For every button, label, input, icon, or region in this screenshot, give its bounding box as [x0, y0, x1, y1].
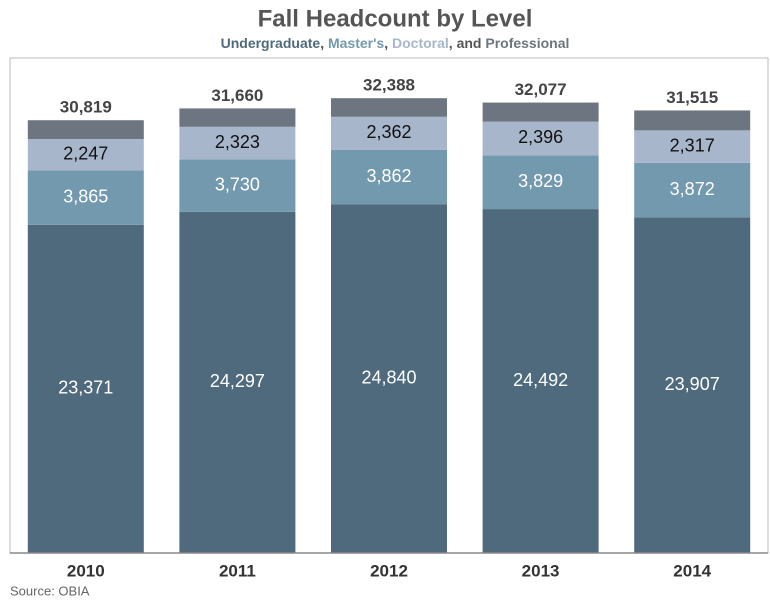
bar-segment	[634, 130, 751, 163]
data-label: 3,865	[63, 186, 108, 206]
legend-entry: Master's	[328, 35, 384, 51]
data-label: 2,323	[215, 132, 260, 152]
bar-segment	[27, 170, 144, 225]
separator: , and	[449, 35, 486, 51]
data-label: 23,907	[665, 374, 720, 394]
data-label: 24,297	[210, 371, 265, 391]
total-label: 32,388	[363, 76, 415, 95]
x-tick-label: 2011	[219, 561, 256, 580]
bar-segment	[27, 224, 144, 553]
legend-entry: Undergraduate	[221, 35, 321, 51]
bar-segment	[482, 209, 599, 553]
data-label: 3,730	[215, 174, 260, 194]
data-label: 3,872	[670, 179, 715, 199]
data-label: 23,371	[58, 378, 113, 398]
x-tick-label: 2013	[522, 561, 560, 580]
data-label: 3,862	[366, 166, 411, 186]
x-tick-label: 2014	[673, 561, 711, 580]
data-label: 24,492	[513, 370, 568, 390]
bar-segment	[179, 159, 296, 212]
bar-segment	[634, 162, 751, 218]
separator: ,	[320, 35, 328, 51]
data-label: 2,396	[518, 127, 563, 147]
bar-segment	[179, 211, 296, 553]
legend-entry: Professional	[485, 35, 569, 51]
bar-segment	[482, 121, 599, 156]
total-label: 31,515	[666, 88, 718, 107]
total-label: 30,819	[60, 98, 112, 117]
x-tick-label: 2010	[67, 561, 105, 580]
total-label: 31,660	[211, 86, 263, 105]
legend-entry: Doctoral	[392, 35, 449, 51]
separator: ,	[384, 35, 392, 51]
bar-segment	[482, 102, 599, 122]
bar-segment	[27, 138, 144, 171]
bar-segment	[179, 108, 296, 127]
source-note: Source: OBIA	[10, 583, 90, 598]
bar-segment	[331, 116, 447, 150]
data-label: 2,317	[670, 135, 715, 155]
bar-segment	[482, 155, 599, 210]
bar-segment	[331, 204, 447, 553]
data-label: 2,362	[366, 122, 411, 142]
bar-segment	[27, 120, 144, 139]
total-label: 32,077	[515, 80, 567, 99]
bar-segment	[179, 126, 296, 160]
bar-segment	[331, 149, 447, 205]
chart-subtitle: Undergraduate, Master's, Doctoral, and P…	[221, 35, 570, 51]
chart-title: Fall Headcount by Level	[258, 5, 533, 32]
x-tick-label: 2012	[370, 561, 408, 580]
bar-segment	[634, 110, 751, 131]
bar-segment	[331, 98, 447, 117]
data-label: 24,840	[361, 367, 416, 387]
data-label: 3,829	[518, 171, 563, 191]
data-label: 2,247	[63, 144, 108, 164]
bar-segment	[634, 217, 751, 554]
